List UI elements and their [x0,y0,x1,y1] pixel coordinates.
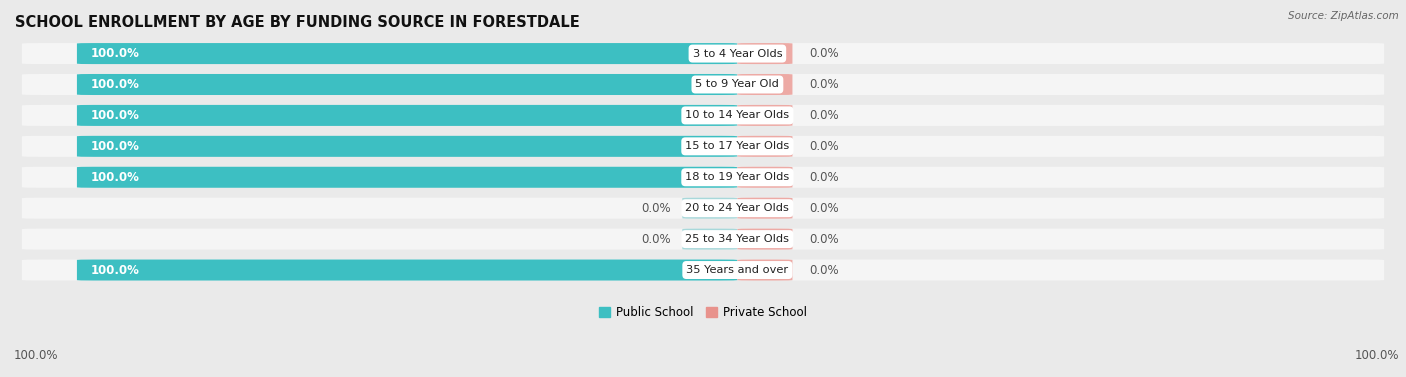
FancyBboxPatch shape [22,228,1384,250]
Text: 100.0%: 100.0% [90,140,139,153]
Text: 100.0%: 100.0% [90,47,139,60]
FancyBboxPatch shape [737,228,793,250]
FancyBboxPatch shape [22,136,1384,157]
FancyBboxPatch shape [77,167,737,188]
FancyBboxPatch shape [737,136,793,157]
FancyBboxPatch shape [737,167,793,188]
Text: 0.0%: 0.0% [808,78,838,91]
Text: SCHOOL ENROLLMENT BY AGE BY FUNDING SOURCE IN FORESTDALE: SCHOOL ENROLLMENT BY AGE BY FUNDING SOUR… [15,15,579,30]
FancyBboxPatch shape [77,74,737,95]
Text: 0.0%: 0.0% [808,264,838,276]
FancyBboxPatch shape [77,43,737,64]
Text: 0.0%: 0.0% [808,47,838,60]
FancyBboxPatch shape [22,43,1384,64]
FancyBboxPatch shape [737,74,793,95]
FancyBboxPatch shape [22,167,1384,188]
Text: 25 to 34 Year Olds: 25 to 34 Year Olds [685,234,789,244]
FancyBboxPatch shape [22,198,1384,219]
Text: 0.0%: 0.0% [808,233,838,245]
FancyBboxPatch shape [22,259,1384,280]
Text: Source: ZipAtlas.com: Source: ZipAtlas.com [1288,11,1399,21]
Text: 10 to 14 Year Olds: 10 to 14 Year Olds [685,110,789,120]
Text: 0.0%: 0.0% [641,233,671,245]
Text: 100.0%: 100.0% [1354,349,1399,362]
Text: 100.0%: 100.0% [90,78,139,91]
FancyBboxPatch shape [77,136,737,157]
FancyBboxPatch shape [22,105,1384,126]
FancyBboxPatch shape [737,105,793,126]
Text: 0.0%: 0.0% [808,202,838,215]
Text: 3 to 4 Year Olds: 3 to 4 Year Olds [693,49,782,58]
Text: 0.0%: 0.0% [808,171,838,184]
Text: 35 Years and over: 35 Years and over [686,265,789,275]
FancyBboxPatch shape [77,105,737,126]
Text: 18 to 19 Year Olds: 18 to 19 Year Olds [685,172,790,182]
Text: 100.0%: 100.0% [90,171,139,184]
Text: 5 to 9 Year Old: 5 to 9 Year Old [696,80,779,89]
Text: 100.0%: 100.0% [90,109,139,122]
Text: 20 to 24 Year Olds: 20 to 24 Year Olds [686,203,789,213]
Text: 15 to 17 Year Olds: 15 to 17 Year Olds [685,141,790,151]
FancyBboxPatch shape [682,228,737,250]
Text: 0.0%: 0.0% [808,140,838,153]
Text: 0.0%: 0.0% [641,202,671,215]
Text: 100.0%: 100.0% [14,349,59,362]
FancyBboxPatch shape [737,259,793,280]
FancyBboxPatch shape [737,198,793,219]
Text: 100.0%: 100.0% [90,264,139,276]
FancyBboxPatch shape [22,74,1384,95]
FancyBboxPatch shape [77,259,737,280]
Text: 0.0%: 0.0% [808,109,838,122]
FancyBboxPatch shape [682,198,737,219]
Legend: Public School, Private School: Public School, Private School [593,302,813,324]
FancyBboxPatch shape [737,43,793,64]
